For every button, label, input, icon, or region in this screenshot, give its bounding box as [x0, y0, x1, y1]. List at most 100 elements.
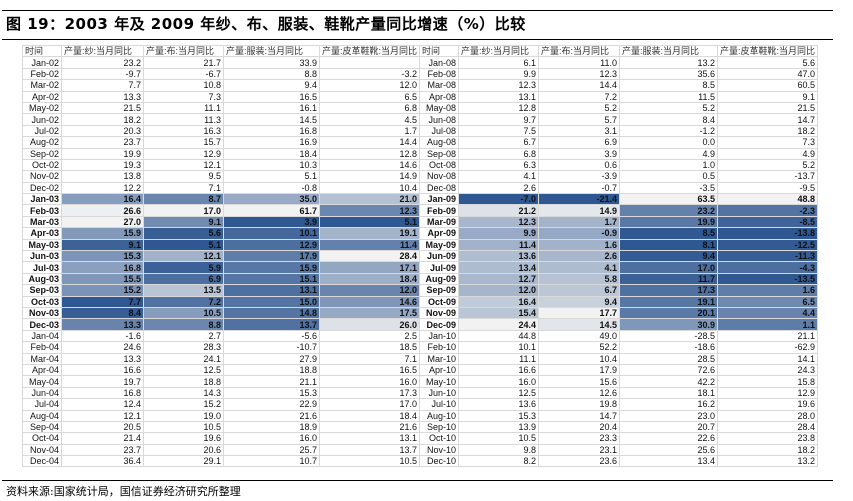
table-row: Oct-03 7.7 7.2 15.0 14.6 Oct-09 16.4 9.4 19.1 6.5	[22, 295, 819, 309]
footwear-cell: 9.1	[717, 90, 819, 103]
cloth-cell: 17.0	[143, 204, 224, 217]
cloth-cell: 29.1	[143, 455, 224, 468]
garment-cell: 16.0	[223, 432, 320, 445]
garment-cell: 8.4	[619, 113, 719, 126]
garment-cell: 4.9	[619, 147, 719, 160]
footwear-cell: -4.3	[717, 261, 819, 274]
date-cell: May-03	[22, 238, 62, 252]
table-row: Feb-02 -9.7 -6.7 8.8 -3.2 Feb-08 9.9 12.3 35.6 47…	[22, 67, 819, 81]
garment-cell: 0.0	[619, 136, 719, 149]
yarn-cell: 13.4	[458, 261, 540, 274]
table-row: Jan-04 -1.6 2.7 -5.6 2.5 Jan-10 44.8 49.0 -28.5 2…	[22, 329, 819, 343]
yarn-cell: 16.8	[61, 386, 144, 400]
cloth-cell: 14.4	[538, 79, 621, 92]
garment-cell: 18.4	[223, 147, 320, 160]
cloth-cell: -6.7	[143, 67, 224, 81]
footwear-cell: 21.6	[318, 420, 421, 434]
table-row: May-04 19.7 18.8 21.1 16.0 May-10 16.0 15.6 42.2…	[22, 375, 819, 388]
garment-cell: -3.5	[619, 181, 719, 195]
figure-title: 图 19：2003 年及 2009 年纱、布、服装、鞋靴产量同比增速（%）比较	[6, 15, 526, 33]
yarn-cell: 6.1	[458, 56, 540, 69]
cloth-cell: 7.2	[143, 295, 224, 309]
garment-cell: -10.7	[223, 341, 320, 354]
date-cell: Feb-02	[22, 67, 62, 81]
date-cell: Aug-08	[419, 136, 460, 149]
date-cell: Sep-04	[22, 420, 62, 434]
cloth-cell: 1.7	[538, 215, 621, 229]
garment-cell: 8.5	[619, 227, 719, 240]
cloth-cell: 23.3	[538, 432, 621, 445]
footwear-cell: 13.1	[318, 432, 421, 445]
cloth-cell: 19.8	[538, 398, 621, 411]
footwear-cell: 21.5	[717, 101, 819, 115]
garment-cell: 5.1	[223, 170, 320, 183]
footwear-cell: 60.5	[717, 79, 819, 92]
footwear-cell: -13.8	[717, 227, 819, 240]
date-cell: Nov-10	[419, 443, 460, 457]
cloth-cell: 6.7	[538, 284, 621, 297]
date-cell: Sep-09	[419, 284, 460, 297]
garment-cell: 15.0	[223, 295, 320, 309]
yarn-cell: 7.7	[61, 295, 144, 309]
date-cell: Feb-03	[22, 204, 62, 217]
footwear-cell: 12.8	[318, 147, 421, 160]
cloth-cell: 5.8	[538, 272, 621, 286]
cloth-cell: -0.7	[538, 181, 621, 195]
garment-cell: 17.3	[619, 284, 719, 297]
table-row: Dec-02 12.2 7.1 -0.8 10.4 Dec-08 2.6 -0.7 -3.5 -9…	[22, 181, 819, 195]
yarn-cell: 9.7	[458, 113, 540, 126]
footwear-cell: 12.0	[318, 79, 421, 92]
cloth-cell: 12.9	[143, 147, 224, 160]
garment-cell: 15.9	[223, 261, 320, 274]
garment-cell: 18.8	[223, 363, 320, 377]
garment-cell: 16.5	[223, 90, 320, 103]
footwear-cell: 18.4	[318, 409, 421, 422]
yarn-cell: 16.0	[458, 375, 540, 388]
footwear-cell: 12.3	[318, 204, 421, 217]
footwear-cell: 18.2	[717, 124, 819, 138]
yarn-cell: 15.4	[458, 306, 540, 320]
date-cell: Jun-02	[22, 113, 62, 126]
garment-cell: -0.8	[223, 181, 320, 195]
table-row: Jun-03 15.3 12.1 17.9 28.4 Jun-09 13.6 2.6 9.4 -1…	[22, 250, 819, 263]
footwear-cell: 14.1	[717, 352, 819, 365]
yarn-cell: 10.5	[458, 432, 540, 445]
yarn-cell: 15.3	[458, 409, 540, 422]
garment-cell: 63.5	[619, 193, 719, 206]
garment-cell: 21.6	[223, 409, 320, 422]
cloth-cell: 23.1	[538, 443, 621, 457]
footwear-cell: 23.8	[717, 432, 819, 445]
table-row: Mar-03 27.0 9.1 3.9 5.1 Mar-09 12.3 1.7 19.9 -8.5	[22, 215, 819, 229]
cloth-cell: 14.5	[538, 318, 621, 331]
garment-cell: 18.1	[619, 386, 719, 400]
footwear-cell: 26.0	[318, 318, 421, 331]
cloth-cell: 12.1	[143, 158, 224, 172]
yarn-cell: 13.6	[458, 250, 540, 263]
date-cell: Sep-08	[419, 147, 460, 160]
yarn-cell: 4.1	[458, 170, 540, 183]
garment-cell: -28.5	[619, 329, 719, 343]
yarn-cell: 9.9	[458, 227, 540, 240]
footwear-cell: -13.5	[717, 272, 819, 286]
cloth-cell: 3.1	[538, 124, 621, 138]
yarn-cell: 11.4	[458, 238, 540, 252]
footwear-cell: -2.3	[717, 204, 819, 217]
date-cell: Feb-10	[419, 341, 460, 354]
date-cell: Aug-09	[419, 272, 460, 286]
garment-cell: 15.3	[223, 386, 320, 400]
cloth-cell: 12.5	[143, 363, 224, 377]
header-cloth: 产量:布:当月同比	[538, 44, 621, 58]
date-cell: Oct-04	[22, 432, 62, 445]
yarn-cell: 7.7	[61, 79, 144, 92]
source-note: 资料来源:国家统计局，国信证券经济研究所整理	[6, 485, 241, 498]
footwear-cell	[318, 56, 421, 69]
footwear-cell: -9.5	[717, 181, 819, 195]
cloth-cell: 10.5	[143, 420, 224, 434]
header-yarn: 产量:纱:当月同比	[61, 44, 144, 58]
yarn-cell: 8.2	[458, 455, 540, 468]
title-rule	[2, 39, 833, 40]
table-row: Jul-03 16.8 5.9 15.9 17.1 Jul-09 13.4 4.1 17.0 -4…	[22, 261, 819, 274]
cloth-cell: 11.0	[538, 56, 621, 69]
date-cell: Jun-03	[22, 250, 62, 263]
garment-cell: 17.9	[223, 250, 320, 263]
